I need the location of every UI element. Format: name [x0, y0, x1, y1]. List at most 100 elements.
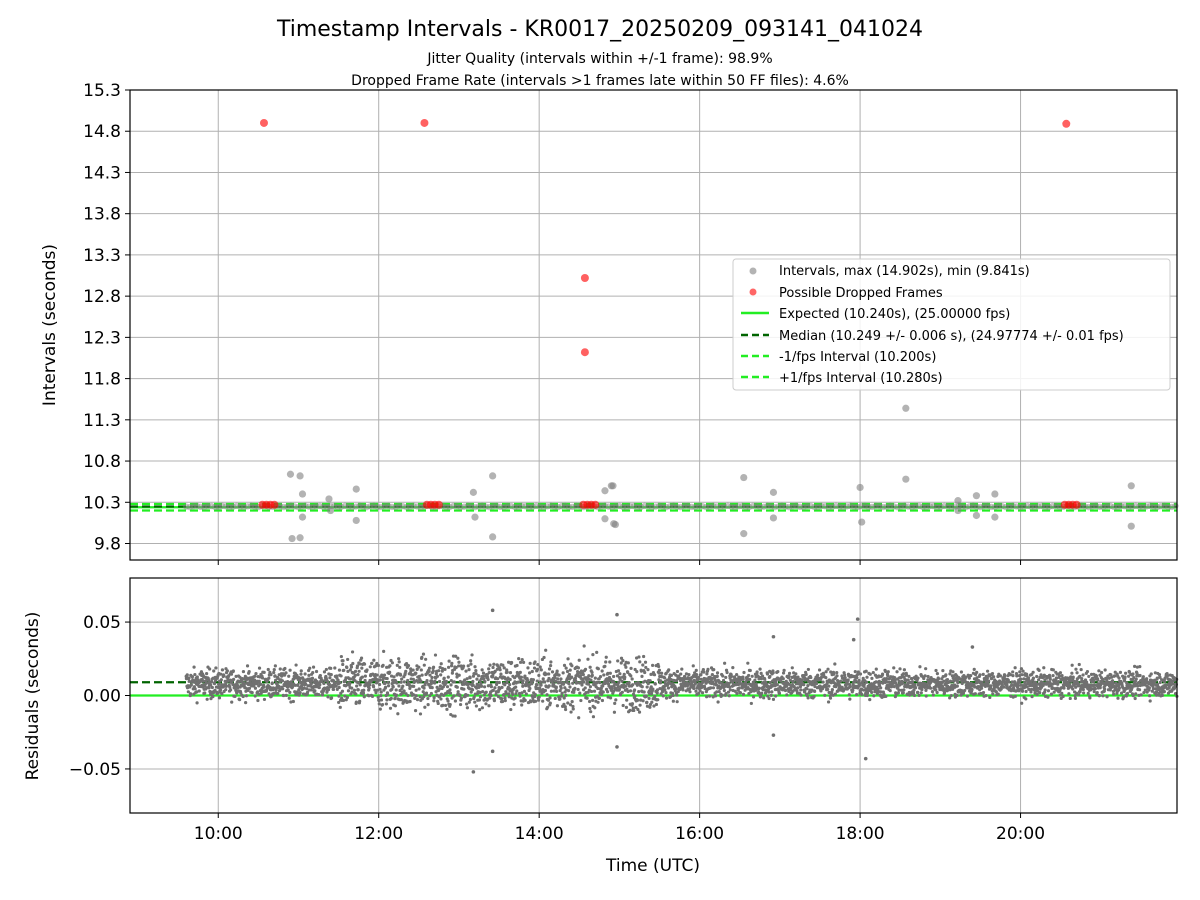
residual-point: [824, 670, 828, 674]
interval-point: [1092, 502, 1100, 510]
residual-point: [598, 680, 602, 685]
residual-point: [634, 656, 639, 660]
residual-point: [592, 689, 597, 693]
residual-point: [893, 678, 897, 683]
residual-point: [548, 663, 553, 668]
residual-point: [310, 676, 315, 680]
interval-point: [1013, 503, 1020, 510]
interval-point: [941, 502, 948, 510]
residual-point: [337, 694, 341, 698]
residual-outlier-point: [471, 770, 476, 774]
residual-point: [758, 667, 762, 671]
interval-point: [1157, 502, 1165, 510]
residual-point: [562, 696, 566, 700]
residual-point: [338, 705, 342, 709]
interval-outlier-point: [991, 490, 999, 498]
interval-point: [1128, 503, 1136, 510]
interval-point: [1164, 503, 1172, 511]
residual-point: [737, 686, 741, 690]
residual-point: [790, 666, 794, 670]
residual-point: [901, 691, 905, 695]
interval-point: [244, 503, 251, 510]
residual-point: [482, 685, 487, 689]
residual-point: [516, 680, 521, 684]
residual-point: [404, 669, 408, 673]
residual-point: [1013, 666, 1017, 670]
residual-point: [571, 707, 575, 711]
residual-point: [568, 703, 573, 707]
residuals-y-axis-label: Residuals (seconds): [23, 612, 43, 781]
interval-point: [897, 503, 905, 510]
residual-point: [1060, 691, 1064, 695]
residual-point: [1020, 701, 1024, 705]
residual-point: [547, 672, 551, 676]
residual-point: [1024, 697, 1028, 701]
residual-point: [571, 681, 575, 685]
residual-point: [923, 674, 927, 678]
residual-point: [520, 691, 524, 695]
residual-point: [503, 696, 507, 700]
residual-point: [470, 688, 475, 692]
residual-point: [570, 675, 574, 679]
residual-point: [706, 667, 710, 672]
residual-point: [647, 696, 651, 701]
residual-point: [389, 658, 393, 663]
residual-point: [865, 675, 869, 679]
residual-point: [577, 716, 581, 720]
residual-point: [437, 679, 442, 684]
residual-point: [1078, 674, 1082, 678]
residual-point: [657, 664, 661, 669]
residual-point: [1091, 676, 1095, 680]
interval-point: [915, 502, 923, 510]
residual-point: [357, 669, 361, 673]
residual-point: [368, 683, 372, 687]
residual-point: [919, 691, 923, 695]
residual-point: [585, 696, 589, 700]
residual-point: [386, 684, 391, 688]
residual-point: [399, 698, 403, 702]
interval-point: [334, 503, 341, 511]
residual-point: [360, 666, 364, 670]
residual-point: [861, 676, 865, 680]
residual-point: [424, 657, 428, 661]
residual-point: [277, 684, 281, 688]
residual-point: [651, 663, 655, 667]
residual-point: [464, 702, 469, 706]
residual-point: [1085, 669, 1090, 674]
residual-point: [493, 686, 497, 690]
interval-point: [738, 502, 746, 510]
residual-point: [458, 679, 462, 684]
residual-point: [576, 687, 580, 692]
interval-point: [1081, 503, 1089, 510]
residual-point: [453, 699, 457, 703]
residual-point: [652, 704, 656, 708]
residual-point: [654, 702, 659, 707]
residual-point: [455, 685, 459, 689]
residual-point: [398, 673, 403, 677]
residual-point: [856, 670, 860, 674]
residual-point: [600, 692, 604, 696]
residual-point: [372, 658, 376, 662]
residual-point: [204, 679, 208, 683]
residual-point: [338, 681, 342, 685]
residual-point: [508, 689, 512, 693]
residual-point: [244, 701, 248, 705]
residual-point: [538, 680, 543, 684]
residual-point: [767, 690, 771, 694]
residual-point: [475, 677, 479, 681]
interval-point: [894, 503, 901, 511]
residual-point: [1117, 676, 1121, 680]
residual-point: [656, 698, 660, 702]
interval-point: [457, 503, 464, 511]
residual-point: [195, 690, 199, 694]
residual-point: [533, 660, 537, 664]
residual-point: [680, 667, 684, 671]
interval-point: [450, 502, 457, 510]
residual-point: [266, 667, 270, 672]
residual-point: [1071, 675, 1075, 679]
residual-point: [1037, 678, 1041, 682]
residual-point: [717, 690, 721, 694]
intervals-y-tick-label: 9.8: [94, 535, 121, 555]
residual-point: [491, 673, 495, 678]
residual-point: [363, 674, 367, 678]
